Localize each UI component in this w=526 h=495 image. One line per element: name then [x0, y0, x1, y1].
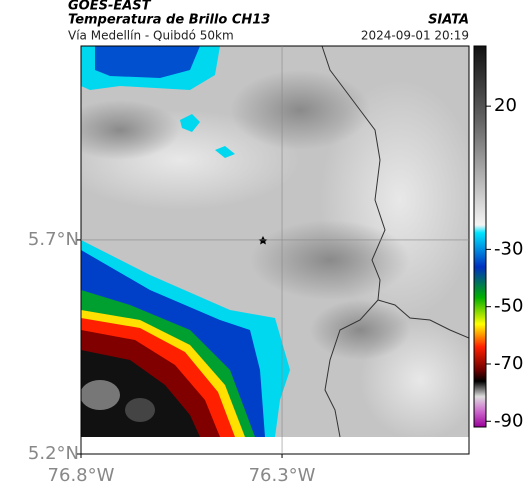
lon-label: 76.8°W — [48, 465, 115, 486]
route: Vía Medellín - Quibdó 50km — [68, 29, 234, 43]
title: Temperatura de Brillo CH13 — [68, 13, 270, 28]
lat-label: 5.2°N — [28, 443, 79, 464]
colorbar-label: 20 — [494, 95, 517, 116]
map-image — [81, 46, 469, 454]
datetime: 2024-09-01 20:19 — [361, 29, 469, 43]
lat-label: 5.7°N — [28, 229, 79, 250]
colorbar-label: -50 — [494, 296, 523, 317]
lon-label: 76.3°W — [249, 465, 316, 486]
source: GOES-EAST — [68, 0, 152, 14]
colorbar-label: -30 — [494, 238, 523, 259]
map-frame — [80, 45, 470, 455]
colorbar — [473, 45, 487, 428]
colorbar-label: -70 — [494, 353, 523, 374]
agency: SIATA — [428, 13, 469, 28]
colorbar-label: -90 — [494, 410, 523, 431]
